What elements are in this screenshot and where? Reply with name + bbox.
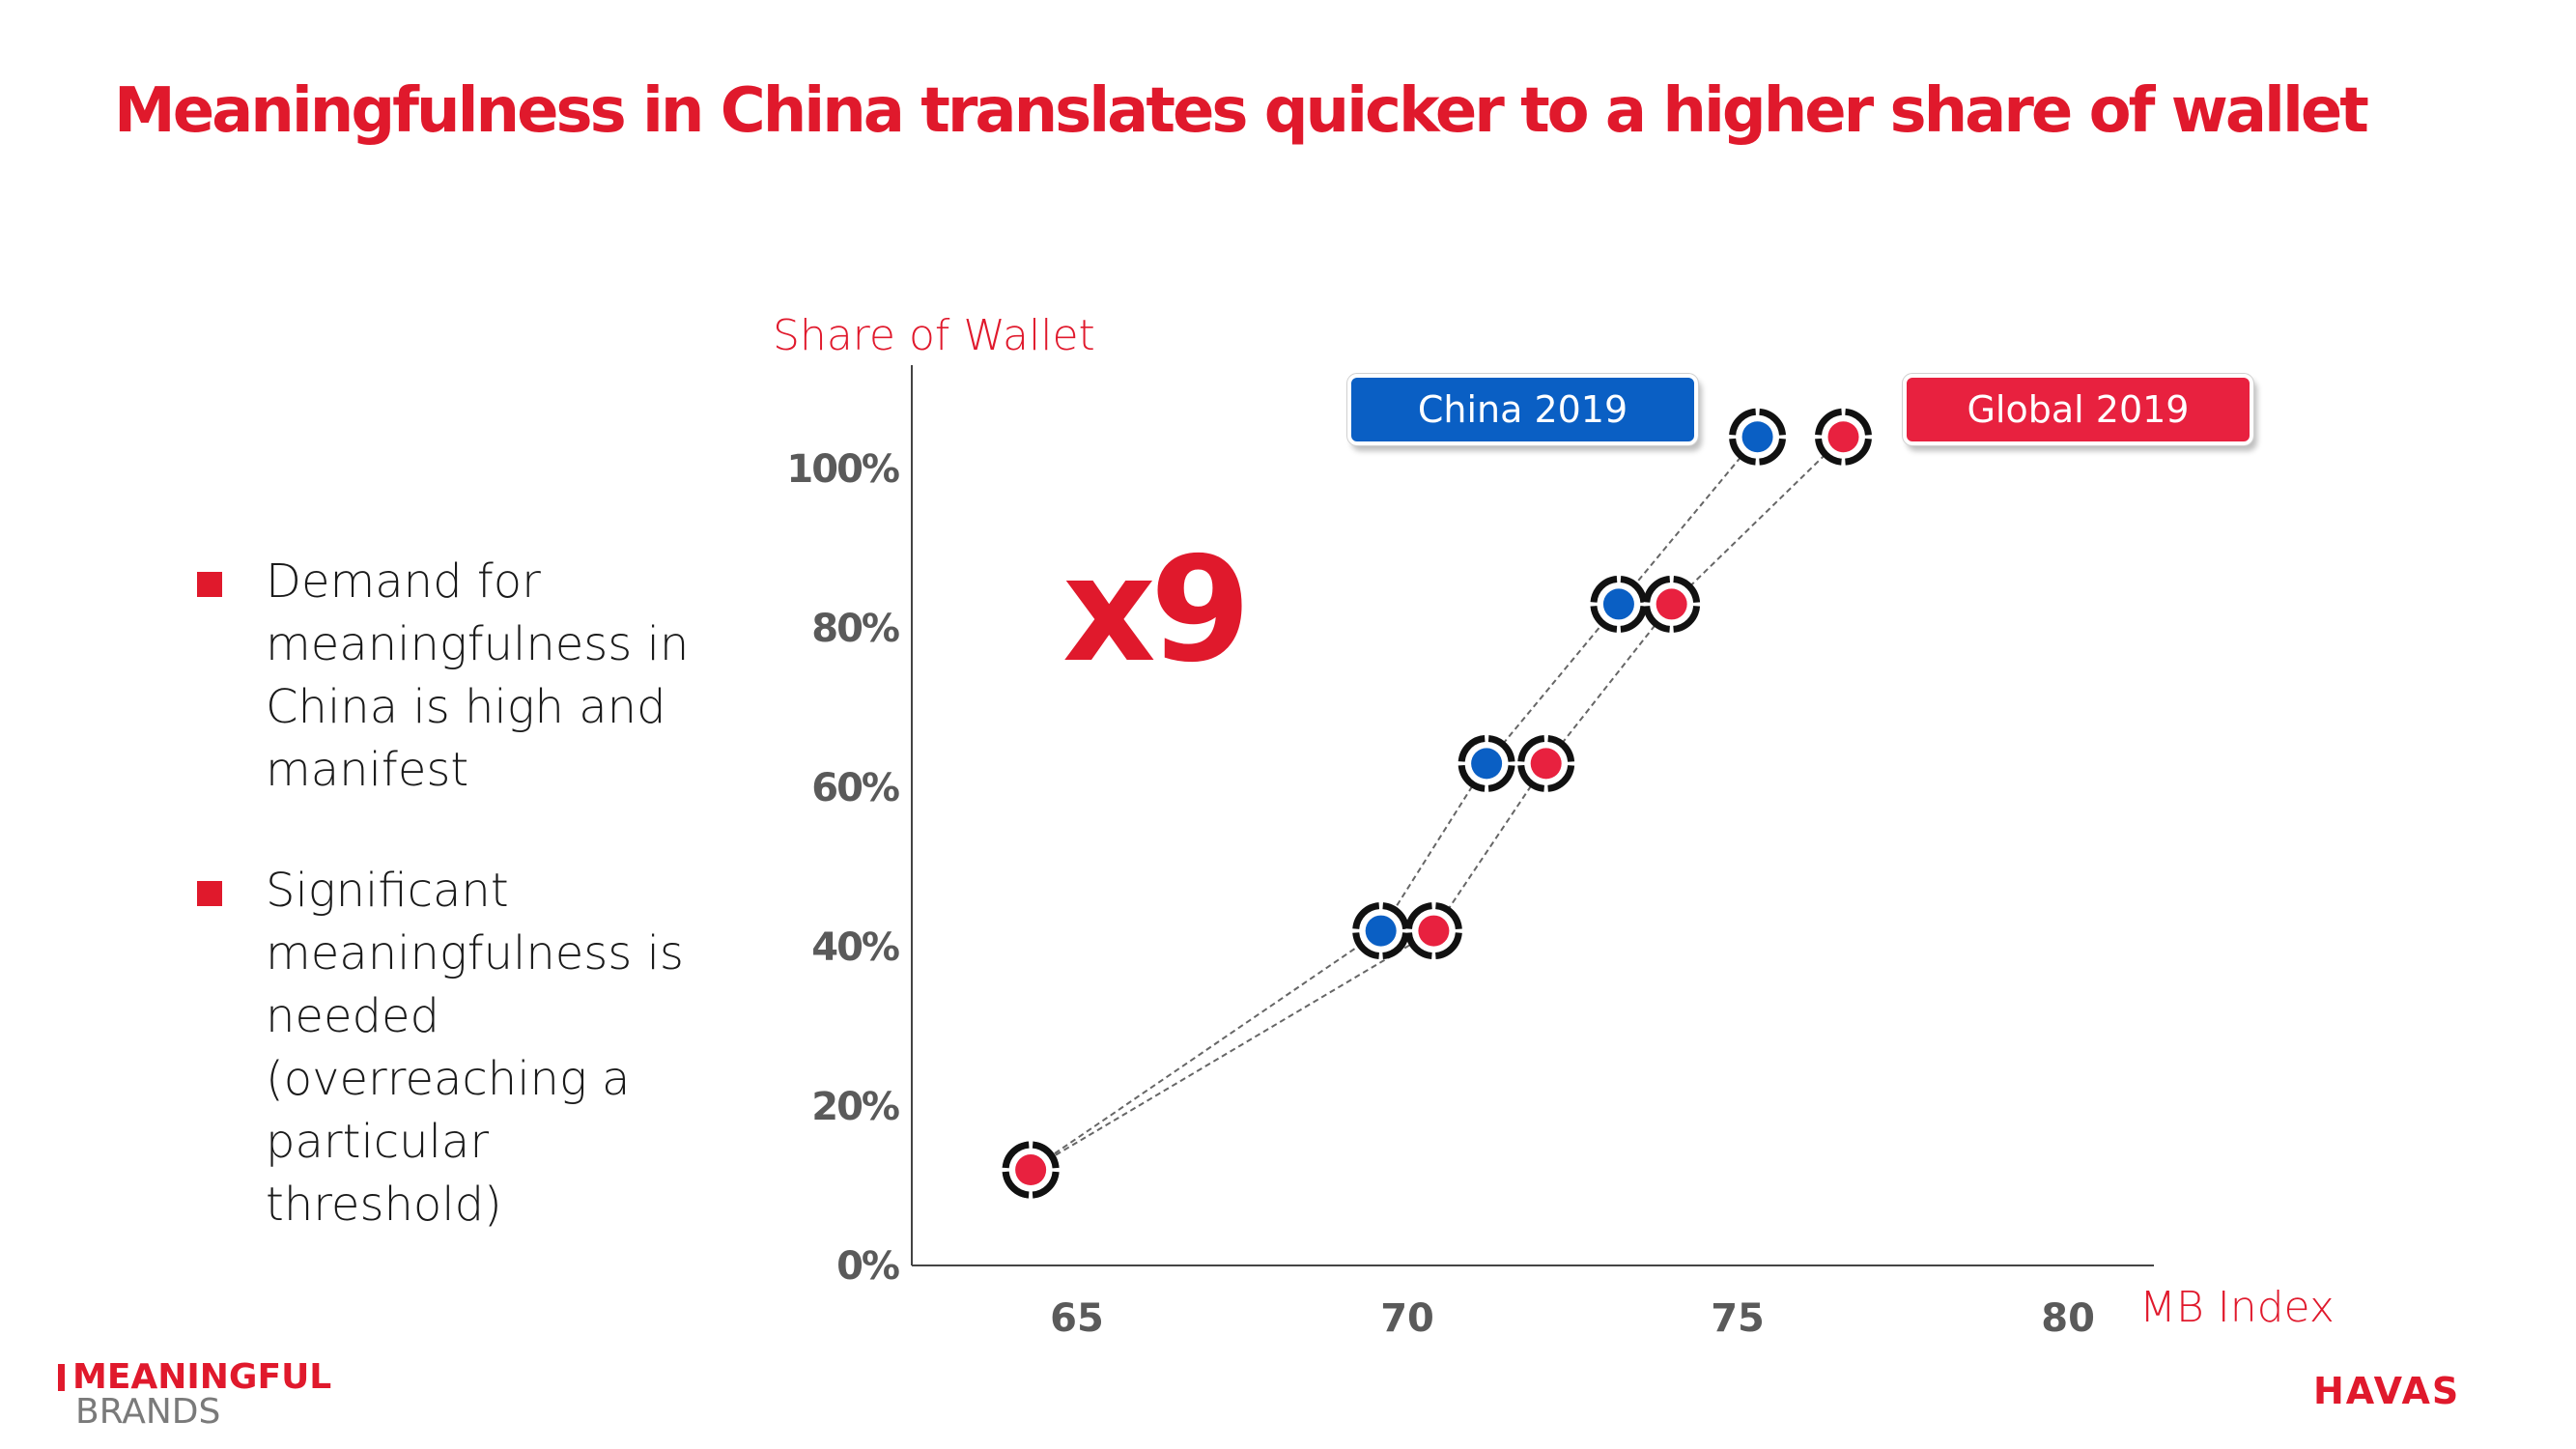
point-dot-marker [1471,748,1503,780]
legend-china: China 2019 [1346,373,1699,446]
data-point [1002,1141,1060,1199]
y-tick-label: 20% [811,1085,899,1129]
y-tick-label: 100% [786,447,898,492]
point-dot-marker [1530,748,1562,780]
x-tick-label: 75 [1711,1296,1765,1341]
data-point [1458,734,1515,792]
meaningful-brands-logo: MEANINGFUL BRANDS [58,1360,331,1430]
bullet-text: Demand for meaningfulness in China is hi… [266,554,690,797]
bullet-item: Significant meaningfulness is needed (ov… [193,860,734,1236]
x-tick-label: 80 [2041,1296,2095,1341]
logo-meaningful-text: MEANINGFUL [72,1357,332,1397]
bullet-list: Demand for meaningfulness in China is hi… [193,551,734,1294]
bullet-text: Significant meaningfulness is needed (ov… [266,864,684,1232]
point-dot-marker [1602,588,1634,620]
point-dot-marker [1741,421,1773,453]
page-title: Meaningfulness in China translates quick… [114,75,2369,147]
y-axis-title: Share of Wallet [773,311,1095,360]
y-tick-label: 0% [836,1244,899,1289]
point-dot-marker [1827,421,1859,453]
logo-brands-text: BRANDS [75,1392,221,1432]
bullet-item: Demand for meaningfulness in China is hi… [193,551,734,802]
y-tick-label: 40% [811,925,899,970]
x-tick-label: 70 [1380,1296,1434,1341]
bullet-square-icon [197,572,222,597]
data-point [1643,575,1701,633]
data-point [1517,734,1575,792]
data-point [1590,575,1648,633]
data-point [1815,408,1872,466]
y-tick-label: 60% [811,766,899,810]
bullet-square-icon [197,881,222,906]
multiplier-callout: x9 [1062,526,1251,695]
point-dot-marker [1365,915,1397,947]
y-tick-label: 80% [811,607,899,651]
logo-bar-icon [58,1364,65,1391]
havas-logo: HAVAS [2313,1370,2461,1412]
data-point [1404,902,1462,960]
data-point [1729,408,1787,466]
legend-global: Global 2019 [1902,373,2254,446]
data-point [1352,902,1410,960]
point-dot-marker [1418,915,1450,947]
x-axis-title: MB Index [2139,1283,2335,1332]
x-tick-label: 65 [1050,1296,1104,1341]
point-dot-marker [1656,588,1687,620]
point-dot-marker [1015,1154,1047,1186]
